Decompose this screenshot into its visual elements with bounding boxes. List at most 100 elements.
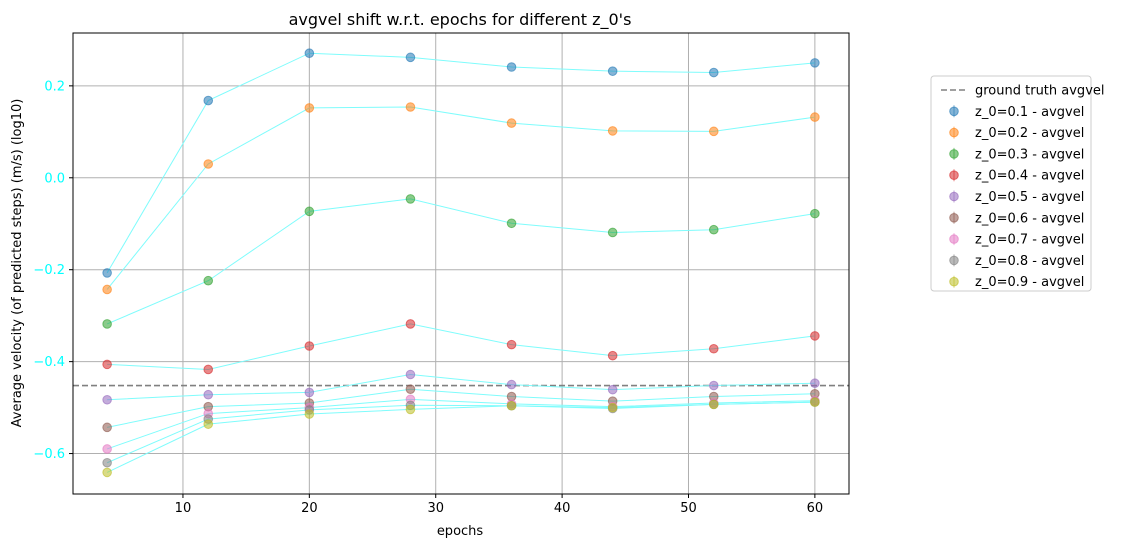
legend-label: z_0=0.2 - avgvel <box>975 126 1084 141</box>
data-point <box>607 402 618 413</box>
series-lines-layer <box>106 52 815 473</box>
data-point <box>102 394 112 405</box>
chart-title: avgvel shift w.r.t. epochs for different… <box>289 10 632 30</box>
series-connector-line <box>107 323 815 370</box>
data-point <box>506 400 517 411</box>
data-point <box>405 384 416 395</box>
data-point <box>708 224 719 235</box>
data-point <box>304 48 315 59</box>
legend-marker-swatch <box>949 106 959 117</box>
data-point <box>607 350 618 361</box>
y-axis-label: Average velocity (of predicted steps) (m… <box>10 99 25 428</box>
legend-label: ground truth avgvel <box>975 84 1105 99</box>
data-point <box>405 52 416 63</box>
data-point <box>203 95 214 106</box>
data-point <box>304 206 315 217</box>
grid-layer <box>73 33 849 494</box>
data-point <box>810 208 820 219</box>
data-point <box>708 343 719 354</box>
series-points-layer <box>102 48 820 478</box>
data-point <box>506 339 517 350</box>
data-point <box>708 399 719 410</box>
data-point <box>708 380 719 391</box>
data-point <box>203 275 214 286</box>
legend-marker-swatch <box>949 149 959 159</box>
data-point <box>708 126 719 137</box>
data-point <box>304 409 315 419</box>
data-point <box>102 457 112 468</box>
x-tick-label: 40 <box>554 501 571 516</box>
plot-area <box>72 32 850 495</box>
legend-marker-swatch <box>949 170 959 180</box>
legend-marker-swatch <box>949 255 959 266</box>
x-axis: 10 20 30 40 50 60 <box>175 494 823 516</box>
data-point <box>810 58 820 68</box>
data-point <box>810 112 820 122</box>
series-connector-line <box>106 398 815 450</box>
data-point <box>405 194 416 204</box>
legend-label: z_0=0.9 - avgvel <box>975 275 1084 290</box>
series-connector-line <box>107 388 815 428</box>
data-point <box>405 404 416 415</box>
x-tick-label: 20 <box>301 501 318 516</box>
y-tick-label: −0.6 <box>33 447 65 462</box>
series-connector-line <box>107 373 815 401</box>
legend-items: ground truth avgvel z_0=0.1 - avgvel z_0=0… <box>941 84 1105 290</box>
data-point <box>102 359 112 370</box>
data-point <box>304 387 315 398</box>
series-connector-line <box>106 52 815 274</box>
y-tick-label: 0.0 <box>44 171 65 186</box>
y-tick-label: −0.4 <box>33 355 65 370</box>
legend-label: z_0=0.7 - avgvel <box>975 233 1084 248</box>
data-point <box>607 384 618 395</box>
data-point <box>405 319 416 329</box>
y-tick-label: 0.2 <box>44 79 65 94</box>
legend-marker-swatch <box>949 234 959 244</box>
data-point <box>102 319 112 329</box>
legend-marker-swatch <box>949 213 959 223</box>
data-point <box>708 67 719 78</box>
x-tick-label: 10 <box>175 501 192 516</box>
data-point <box>102 284 112 295</box>
legend-label: z_0=0.3 - avgvel <box>975 147 1084 162</box>
legend-label: z_0=0.5 - avgvel <box>975 190 1084 205</box>
x-tick-label: 30 <box>427 501 444 516</box>
legend-frame <box>930 75 1092 292</box>
series-connector-line <box>106 198 815 325</box>
legend-marker-swatch <box>949 191 959 202</box>
legend-marker-swatch <box>949 127 959 138</box>
data-point <box>304 103 315 113</box>
legend-label: z_0=0.4 - avgvel <box>975 169 1084 184</box>
data-point <box>810 397 820 407</box>
y-tick-label: −0.2 <box>33 263 65 278</box>
data-point <box>203 389 214 400</box>
data-point <box>203 364 214 375</box>
data-point <box>506 118 517 128</box>
legend-label: z_0=0.8 - avgvel <box>975 254 1084 269</box>
data-point <box>506 218 517 229</box>
legend-label: z_0=0.6 - avgvel <box>975 211 1084 226</box>
data-point <box>304 341 315 351</box>
series-connector-line <box>106 106 815 290</box>
data-point <box>607 126 618 136</box>
data-point <box>607 66 618 76</box>
data-point <box>810 378 820 389</box>
data-point <box>405 102 416 112</box>
x-tick-label: 50 <box>680 501 697 516</box>
legend-label: z_0=0.1 - avgvel <box>975 105 1084 120</box>
x-axis-label: epochs <box>437 524 484 539</box>
data-point <box>506 379 517 390</box>
data-point <box>102 422 112 433</box>
data-point <box>607 227 618 238</box>
data-point <box>102 268 112 278</box>
series-connector-line <box>106 401 815 473</box>
y-axis: −0.6 −0.4 −0.2 0.0 0.2 <box>33 79 73 462</box>
data-point <box>203 419 214 429</box>
legend: ground truth avgvel z_0=0.1 - avgvel z_0=0… <box>930 75 1105 292</box>
plot-frame <box>72 32 850 495</box>
data-point <box>405 369 416 380</box>
data-point <box>506 62 517 72</box>
data-point <box>203 159 214 169</box>
x-tick-label: 60 <box>807 501 824 516</box>
